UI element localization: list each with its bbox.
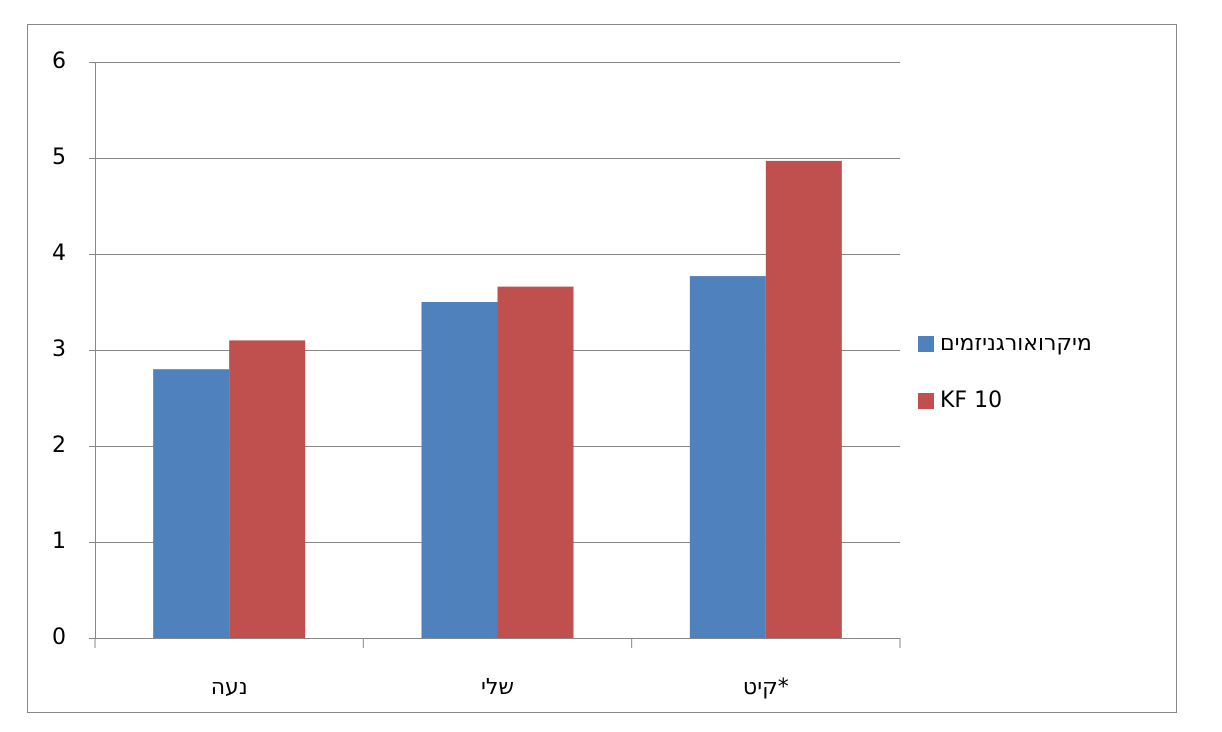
y-tick-label: 2 [52,433,66,458]
legend-swatch [918,393,934,409]
bar [497,286,574,638]
bar [765,160,842,638]
legend-label: KF 10 [940,388,1002,413]
y-tick-label: 5 [52,145,66,170]
legend-swatch [918,336,934,352]
y-tick-label: 3 [52,337,66,362]
y-tick-label: 4 [52,241,66,266]
legend-label: מיקרואורגניזמים [940,331,1092,356]
bar [153,369,230,638]
x-tick-label: שלי [481,675,514,700]
x-tick-label: נעה [211,675,248,700]
x-tick-label: קיט* [743,675,789,700]
y-tick-label: 0 [52,625,66,650]
y-tick-label: 6 [52,49,66,74]
y-tick-label: 1 [52,529,66,554]
bar [229,340,306,638]
bar [421,302,498,638]
bar [689,276,766,638]
